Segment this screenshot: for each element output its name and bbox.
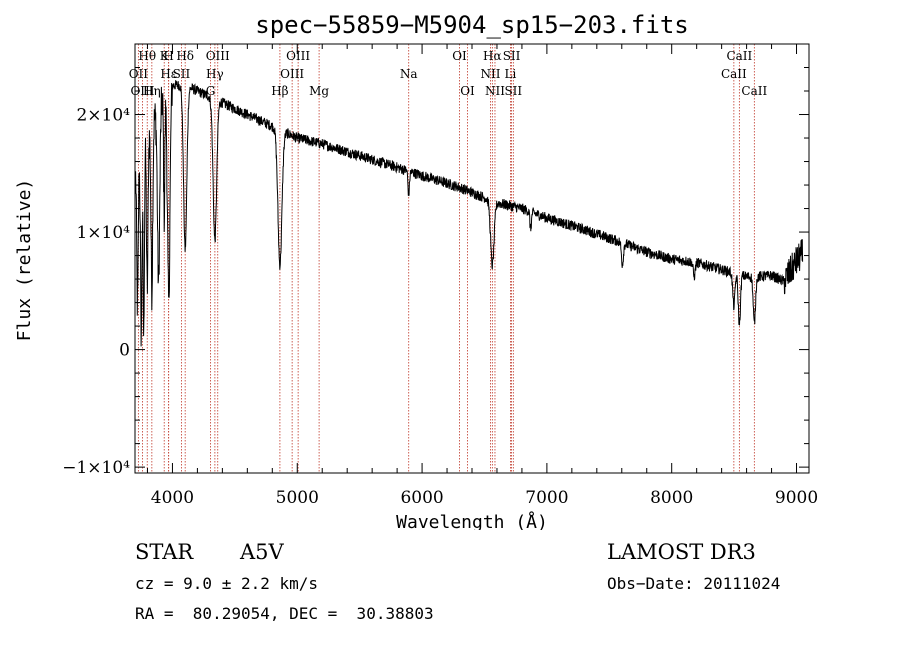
x-axis-ticks: 4000 5000 6000 7000 8000 9000 xyxy=(146,44,818,508)
spectrum-chart: spec−55859−M5904_sp15−203.fits 4000 5000 6… xyxy=(14,11,818,530)
line-label-23: Li xyxy=(505,67,517,81)
line-label-10: Hγ xyxy=(206,67,224,81)
x-tick-label-3: 7000 xyxy=(525,488,568,508)
line-label-21: NII xyxy=(485,84,505,98)
x-tick-label-5: 9000 xyxy=(775,488,818,508)
line-label-8: Hδ xyxy=(176,49,194,63)
y-tick-label-3: 2×10⁴ xyxy=(76,106,130,126)
y-axis-ticks: −1×10⁴ 0 1×10⁴ 2×10⁴ xyxy=(62,67,809,478)
x-axis-label: Wavelength (Å) xyxy=(396,511,548,530)
line-label-9: OIII xyxy=(206,49,230,63)
line-label-26: CaII xyxy=(721,67,747,81)
line-label-12: Hβ xyxy=(271,84,288,98)
line-label-20: NII xyxy=(480,67,500,81)
line-label-6: Hε xyxy=(160,67,177,81)
line-label-16: Na xyxy=(400,67,418,81)
survey-name: LAMOST DR3 xyxy=(607,540,756,564)
line-label-15: Mg xyxy=(309,84,329,98)
line-label-19: Hα xyxy=(483,49,502,63)
line-label-11: G xyxy=(206,84,216,98)
spectral-line-markers xyxy=(137,44,755,473)
line-label-0: Hθ xyxy=(138,49,156,63)
y-tick-label-0: −1×10⁴ xyxy=(62,458,130,478)
line-label-2: OIII xyxy=(130,84,154,98)
line-label-25: CaII xyxy=(726,49,752,63)
spectrum-line xyxy=(135,80,804,347)
line-label-3: Hη xyxy=(143,84,161,98)
spectral-class: A5V xyxy=(240,540,284,564)
line-label-18: OI xyxy=(460,84,475,98)
line-label-13: OIII xyxy=(286,49,310,63)
x-tick-label-1: 5000 xyxy=(276,488,319,508)
line-label-4: K xyxy=(160,49,170,63)
line-label-7: SII xyxy=(173,67,191,81)
redshift-value: cz = 9.0 ± 2.2 km/s xyxy=(135,574,319,593)
x-tick-label-0: 4000 xyxy=(151,488,194,508)
y-tick-label-1: 0 xyxy=(119,341,130,361)
line-label-27: CaII xyxy=(741,84,767,98)
line-label-14: OIII xyxy=(280,67,304,81)
line-label-24: SII xyxy=(504,84,522,98)
chart-title: spec−55859−M5904_sp15−203.fits xyxy=(255,11,688,39)
observation-date: Obs−Date: 20111024 xyxy=(607,574,781,593)
x-tick-label-4: 8000 xyxy=(650,488,693,508)
line-label-22: SII xyxy=(503,49,521,63)
y-axis-label: Flux (relative) xyxy=(14,179,35,342)
y-tick-label-2: 1×10⁴ xyxy=(76,223,130,243)
plot-frame xyxy=(134,43,810,474)
line-label-1: OII xyxy=(129,67,149,81)
object-type: STAR xyxy=(135,540,194,564)
line-label-17: OI xyxy=(452,49,467,63)
sky-coordinates: RA = 80.29054, DEC = 30.38803 xyxy=(135,604,434,623)
line-label-5: H xyxy=(163,49,173,63)
x-tick-label-2: 6000 xyxy=(400,488,443,508)
